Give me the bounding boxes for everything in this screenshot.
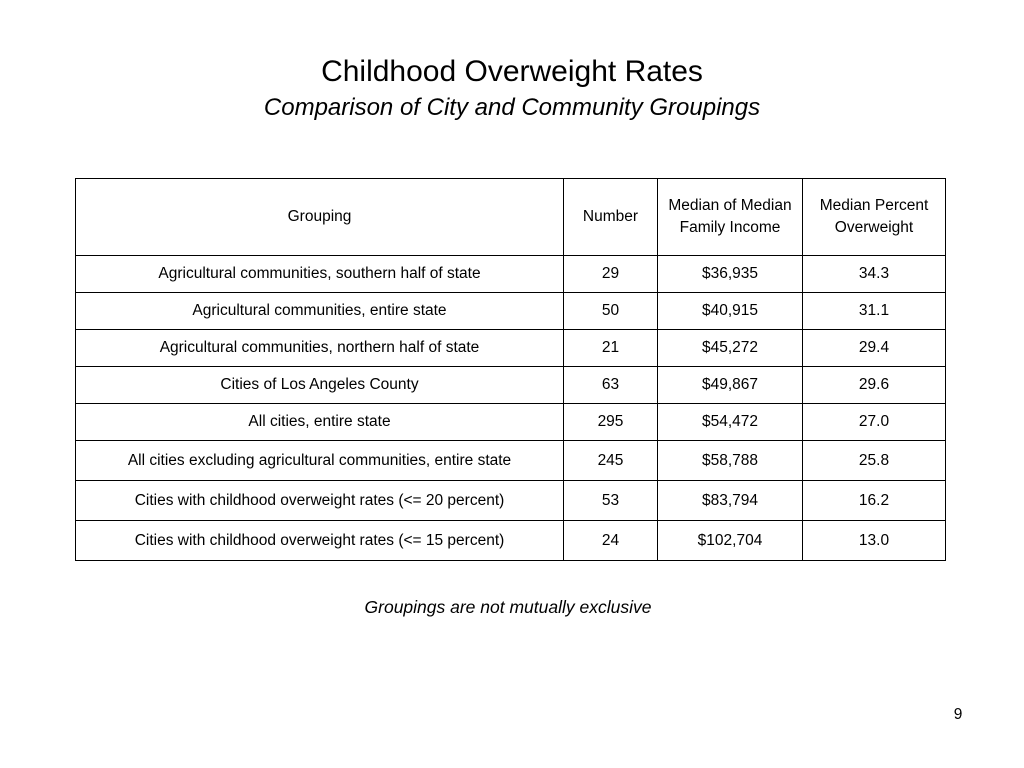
cell-number: 24 — [563, 520, 658, 561]
cell-median-percent: 25.8 — [802, 440, 946, 481]
cell-median-percent: 29.4 — [802, 329, 946, 367]
cell-median-income: $54,472 — [657, 403, 803, 441]
slide-subtitle: Comparison of City and Community Groupin… — [263, 94, 761, 121]
table-row: All cities excluding agricultural commun… — [75, 440, 946, 481]
cell-median-percent: 34.3 — [802, 255, 946, 293]
cell-number: 63 — [563, 366, 658, 404]
cell-grouping: Agricultural communities, northern half … — [75, 329, 564, 367]
cell-median-income: $49,867 — [657, 366, 803, 404]
cell-median-income: $83,794 — [657, 480, 803, 521]
cell-number: 21 — [563, 329, 658, 367]
table-row: All cities, entire state 295 $54,472 27.… — [75, 403, 946, 441]
cell-median-income: $102,704 — [657, 520, 803, 561]
table-header-row: Grouping Number Median of Median Family … — [75, 178, 946, 256]
table-container: Grouping Number Median of Median Family … — [75, 178, 946, 561]
cell-number: 245 — [563, 440, 658, 481]
cell-median-income: $45,272 — [657, 329, 803, 367]
cell-grouping: Cities with childhood overweight rates (… — [75, 520, 564, 561]
table-row: Cities of Los Angeles County 63 $49,867 … — [75, 366, 946, 404]
table-row: Agricultural communities, entire state 5… — [75, 292, 946, 330]
cell-grouping: All cities, entire state — [75, 403, 564, 441]
header-median-percent: Median Percent Overweight — [802, 178, 946, 256]
cell-median-income: $36,935 — [657, 255, 803, 293]
cell-median-percent: 16.2 — [802, 480, 946, 521]
table-row: Agricultural communities, southern half … — [75, 255, 946, 293]
cell-grouping: Cities with childhood overweight rates (… — [75, 480, 564, 521]
cell-number: 53 — [563, 480, 658, 521]
header-median-income: Median of Median Family Income — [657, 178, 803, 256]
slide-header: Childhood Overweight Rates Comparison of… — [0, 52, 1024, 124]
overweight-rates-table: Grouping Number Median of Median Family … — [75, 178, 946, 561]
table-row: Cities with childhood overweight rates (… — [75, 480, 946, 521]
cell-median-income: $58,788 — [657, 440, 803, 481]
cell-number: 29 — [563, 255, 658, 293]
footnote: Groupings are not mutually exclusive — [364, 597, 652, 617]
cell-grouping: Agricultural communities, southern half … — [75, 255, 564, 293]
cell-grouping: All cities excluding agricultural commun… — [75, 440, 564, 481]
cell-grouping: Cities of Los Angeles County — [75, 366, 564, 404]
header-number: Number — [563, 178, 658, 256]
cell-median-income: $40,915 — [657, 292, 803, 330]
cell-grouping: Agricultural communities, entire state — [75, 292, 564, 330]
table-row: Cities with childhood overweight rates (… — [75, 520, 946, 561]
cell-median-percent: 29.6 — [802, 366, 946, 404]
header-grouping: Grouping — [75, 178, 564, 256]
cell-median-percent: 27.0 — [802, 403, 946, 441]
cell-number: 295 — [563, 403, 658, 441]
cell-median-percent: 31.1 — [802, 292, 946, 330]
cell-number: 50 — [563, 292, 658, 330]
slide-title: Childhood Overweight Rates — [321, 55, 703, 88]
cell-median-percent: 13.0 — [802, 520, 946, 561]
table-row: Agricultural communities, northern half … — [75, 329, 946, 367]
page-number: 9 — [953, 706, 963, 723]
